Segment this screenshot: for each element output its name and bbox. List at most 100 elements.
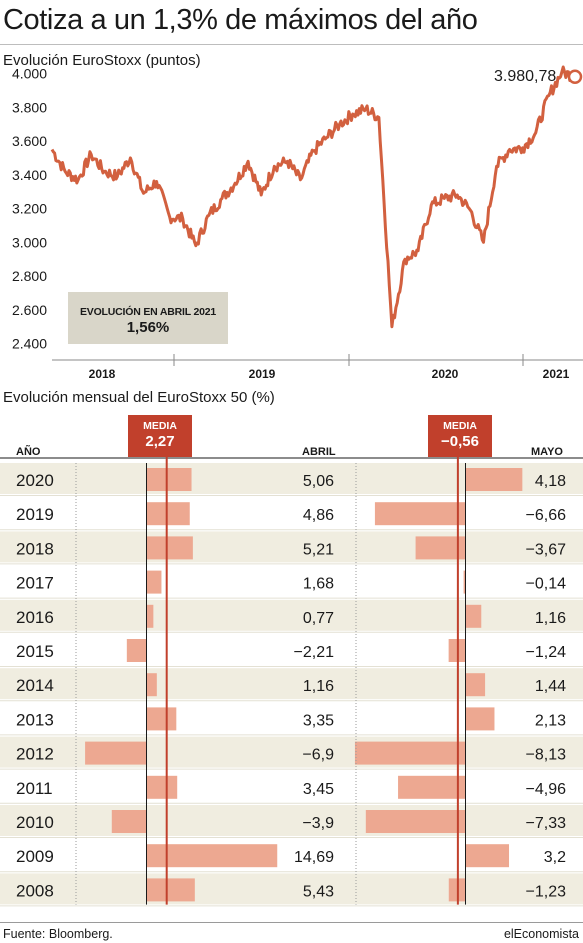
april-bar (146, 502, 190, 526)
media-april-value: 2,27 (145, 433, 175, 450)
april-box-label: EVOLUCIÓN EN ABRIL 2021 (79, 306, 217, 318)
year-label: 2011 (16, 779, 53, 798)
april-bar (146, 570, 162, 594)
year-label: 2015 (16, 642, 54, 661)
y-tick-label: 2.400 (12, 336, 47, 352)
may-bar (465, 707, 495, 731)
may-bar (465, 604, 482, 628)
april-bar (146, 536, 193, 560)
may-bar (463, 570, 466, 594)
x-tick-label: 2018 (89, 367, 116, 381)
april-value-label: 0,77 (303, 610, 334, 627)
may-bar (398, 775, 466, 799)
y-tick-label: 4.000 (12, 66, 47, 82)
may-value-label: −7,33 (526, 815, 567, 832)
april-bar (146, 673, 157, 697)
y-tick-label: 2.600 (12, 302, 47, 318)
table-row-stripe (0, 599, 583, 631)
april-bar (146, 844, 278, 868)
may-value-label: −8,13 (526, 747, 567, 764)
april-evolution-box: EVOLUCIÓN EN ABRIL 2021 1,56% (68, 292, 228, 344)
year-label: 2012 (16, 745, 54, 764)
may-value-label: 4,18 (535, 473, 566, 490)
x-tick-label: 2020 (432, 367, 459, 381)
y-tick-label: 3.200 (12, 201, 47, 217)
media-april-label: MEDIA (143, 420, 177, 432)
y-tick-label: 3.800 (12, 99, 47, 115)
may-value-label: −4,96 (526, 781, 567, 798)
may-value-label: 2,13 (535, 712, 566, 729)
may-value-label: 1,16 (535, 610, 566, 627)
april-value-label: −6,9 (302, 747, 334, 764)
last-value-marker (567, 69, 583, 84)
may-value-label: −0,14 (526, 576, 567, 593)
eurostoxx-line-chart: 4.000 3.800 3.600 3.400 3.200 3.000 2.800 2.600… (12, 65, 583, 381)
column-header-year: AÑO (16, 446, 41, 458)
y-tick-label: 3.600 (12, 133, 47, 149)
may-bar (465, 468, 523, 491)
year-label: 2018 (16, 539, 54, 558)
year-label: 2014 (16, 676, 54, 695)
table-row-stripe (0, 531, 583, 563)
year-label: 2017 (16, 574, 54, 593)
last-value-label: 3.980,78 (494, 68, 557, 85)
may-bar (374, 502, 466, 526)
x-tick-label: 2021 (543, 367, 570, 381)
may-bar (354, 741, 466, 765)
april-value-label: 3,35 (303, 712, 334, 729)
source-note: Fuente: Bloomberg. (3, 927, 113, 941)
april-bar (85, 741, 147, 765)
brand-logo: elEconomista (503, 927, 579, 941)
line-chart-subtitle: Evolución EuroStoxx (puntos) (3, 52, 201, 69)
april-value-label: 1,16 (303, 678, 334, 695)
may-bar (415, 536, 466, 560)
april-bar (111, 810, 147, 833)
april-box-value: 1,56% (126, 319, 170, 336)
title-divider (0, 44, 583, 45)
april-value-label: 1,68 (303, 576, 334, 593)
year-label: 2010 (16, 813, 54, 832)
april-bar (146, 468, 192, 491)
media-april-box: MEDIA 2,27 (128, 415, 192, 457)
april-value-label: −2,21 (294, 644, 335, 661)
y-tick-label: 3.000 (12, 234, 47, 250)
may-value-label: −6,66 (526, 507, 567, 524)
monthly-bar-chart: 2020 5,06 4,18 2019 4,86 −6,66 2018 5,21 −3,67 20… (0, 457, 583, 907)
eurostoxx-series-line (50, 65, 577, 329)
april-bar (146, 604, 154, 628)
april-bar (146, 775, 178, 799)
april-bar (126, 639, 147, 662)
april-value-label: 5,21 (303, 541, 334, 558)
april-value-label: 4,86 (303, 507, 334, 524)
year-label: 2009 (16, 847, 54, 866)
table-row-stripe (0, 805, 583, 836)
may-value-label: −3,67 (526, 541, 567, 558)
media-may-value: −0,56 (441, 433, 479, 450)
april-bar (146, 707, 177, 731)
april-value-label: −3,9 (302, 815, 334, 832)
table-row-stripe (0, 873, 583, 905)
may-value-label: 1,44 (535, 678, 566, 695)
may-value-label: −1,23 (526, 883, 567, 900)
x-tick-label: 2019 (249, 367, 276, 381)
april-value-label: 5,06 (303, 473, 334, 490)
column-header-april: ABRIL (302, 446, 336, 458)
media-may-label: MEDIA (443, 420, 477, 432)
table-row-stripe (0, 668, 583, 700)
year-label: 2016 (16, 608, 54, 627)
may-bar (465, 673, 486, 697)
april-bar (146, 878, 195, 902)
y-tick-label: 2.800 (12, 268, 47, 284)
column-header-may: MAYO (531, 446, 563, 458)
may-value-label: 3,2 (544, 849, 566, 866)
year-label: 2019 (16, 505, 54, 524)
y-tick-label: 3.400 (12, 167, 47, 183)
footer-divider (0, 922, 583, 923)
april-value-label: 5,43 (303, 883, 334, 900)
april-value-label: 3,45 (303, 781, 334, 798)
year-label: 2008 (16, 881, 54, 900)
year-label: 2013 (16, 710, 54, 729)
april-value-label: 14,69 (294, 849, 334, 866)
year-label: 2020 (16, 471, 54, 490)
may-bar (465, 844, 510, 868)
